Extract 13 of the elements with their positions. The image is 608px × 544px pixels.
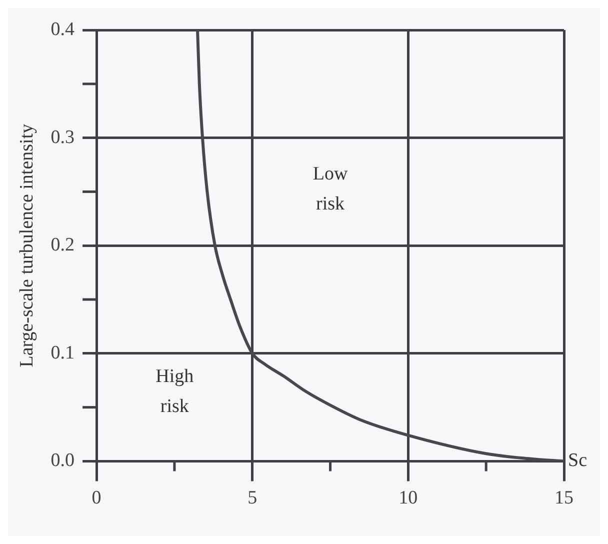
y-tick-label: 0.0 — [50, 450, 75, 472]
annotation: High risk — [156, 366, 194, 418]
y-tick-label: 0.2 — [50, 234, 75, 256]
annotation: Low risk — [312, 164, 348, 215]
x-tick-label: 10 — [398, 488, 418, 509]
y-tick-label: 0.4 — [50, 18, 76, 40]
x-tick-label: 5 — [248, 488, 258, 509]
x-tick-label: 0 — [92, 488, 102, 509]
x-tick-label: 15 — [554, 488, 574, 509]
y-tick-label: 0.1 — [50, 342, 75, 364]
x-axis-title: Sc — [568, 450, 587, 472]
y-tick-label: 0.3 — [50, 126, 75, 148]
y-axis-title: Large-scale turbulence intensity — [16, 123, 38, 368]
